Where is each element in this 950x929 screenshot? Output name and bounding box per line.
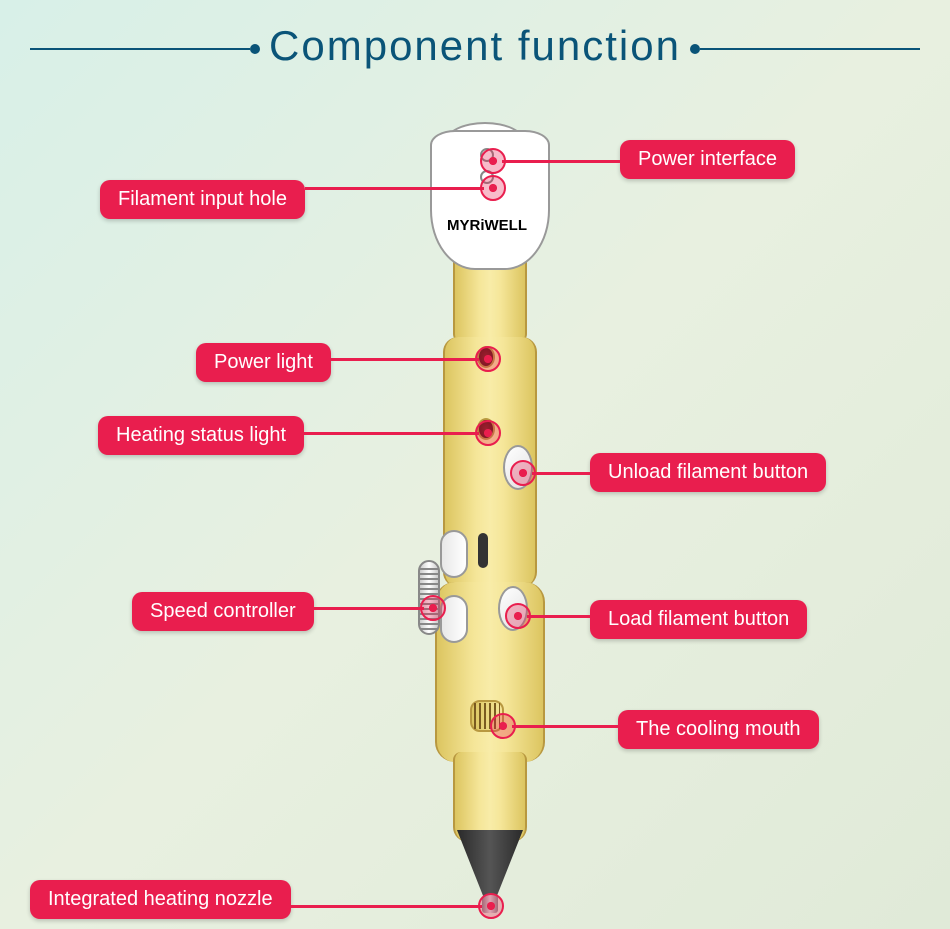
nozzle-cone	[457, 830, 523, 900]
label-cooling: The cooling mouth	[618, 710, 819, 749]
connector-unload-btn	[532, 472, 592, 475]
connector-power-light	[331, 358, 479, 361]
connector-power-interface	[502, 160, 622, 163]
connector-speed-ctrl	[314, 607, 424, 610]
label-power-interface: Power interface	[620, 140, 795, 179]
grip-upper	[440, 530, 468, 578]
label-load-btn: Load filament button	[590, 600, 807, 639]
page-title: Component function	[0, 22, 950, 70]
connector-cooling	[512, 725, 620, 728]
connector-nozzle	[291, 905, 482, 908]
label-nozzle: Integrated heating nozzle	[30, 880, 291, 919]
label-power-light: Power light	[196, 343, 331, 382]
connector-heating-status	[304, 432, 479, 435]
pen-illustration: MYRiWELL	[425, 130, 555, 900]
title-rule-right	[700, 48, 920, 50]
center-slot	[478, 533, 488, 568]
label-unload-btn: Unload filament button	[590, 453, 826, 492]
connector-filament-input	[305, 187, 484, 190]
label-filament-input: Filament input hole	[100, 180, 305, 219]
title-dot-right	[690, 44, 700, 54]
label-heating-status: Heating status light	[98, 416, 304, 455]
connector-load-btn	[527, 615, 592, 618]
label-speed-ctrl: Speed controller	[132, 592, 314, 631]
brand-logo: MYRiWELL	[447, 217, 527, 234]
